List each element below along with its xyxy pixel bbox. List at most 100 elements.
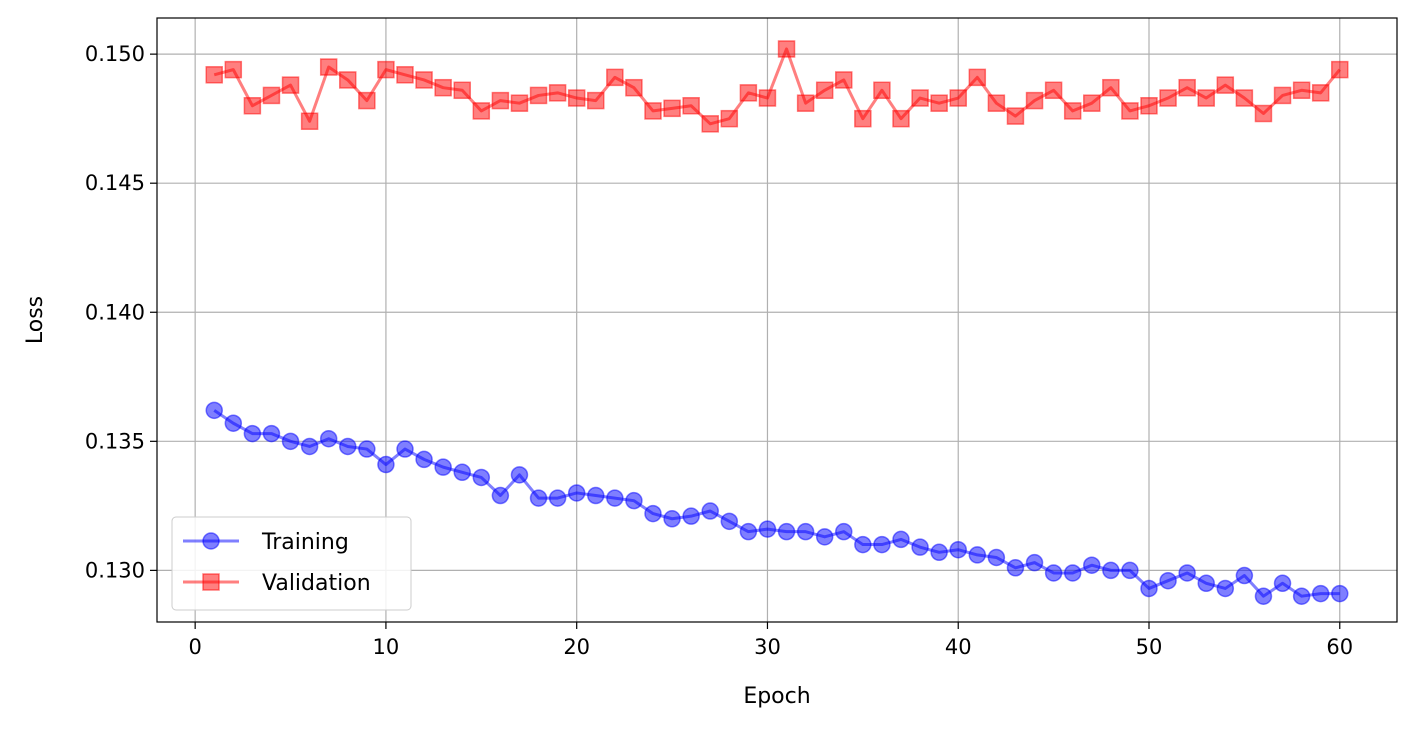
training-point: [358, 440, 376, 458]
validation-point: [720, 109, 739, 128]
y-tick-label: 0.140: [85, 300, 145, 324]
training-point: [949, 540, 967, 559]
training-series: [205, 401, 1349, 605]
validation-point: [987, 94, 1006, 112]
validation-point: [1121, 102, 1139, 120]
y-tick-label: 0.145: [85, 171, 145, 195]
training-point: [720, 512, 739, 531]
training-point: [1197, 574, 1215, 593]
training-point: [854, 535, 872, 554]
validation-point: [892, 109, 910, 128]
validation-point: [377, 60, 395, 79]
x-tick-label: 20: [563, 635, 590, 659]
validation-point: [548, 84, 567, 102]
training-point: [1044, 564, 1063, 582]
training-point: [625, 491, 643, 510]
training-point: [873, 535, 891, 554]
validation-point: [739, 84, 758, 102]
training-point: [1292, 587, 1311, 605]
legend-label-validation: Validation: [262, 571, 371, 596]
validation-point: [1273, 86, 1292, 105]
validation-point: [815, 81, 834, 100]
training-point: [567, 484, 586, 502]
validation-point: [300, 112, 319, 130]
grid-lines: [157, 18, 1397, 622]
y-axis-title: Loss: [23, 296, 48, 344]
training-point: [472, 468, 491, 487]
training-point: [1025, 553, 1044, 572]
validation-point: [1178, 78, 1196, 97]
validation-point: [1006, 107, 1025, 125]
training-point: [1121, 561, 1139, 580]
validation-point: [1025, 91, 1044, 110]
training-point: [1178, 564, 1196, 582]
training-point: [510, 466, 529, 484]
validation-point: [453, 81, 471, 100]
validation-point: [1197, 89, 1215, 107]
training-point: [1331, 584, 1349, 603]
validation-point: [663, 99, 681, 118]
legend-validation-marker: [202, 573, 220, 591]
validation-point: [1311, 84, 1330, 102]
validation-point: [1140, 97, 1158, 115]
training-point: [1063, 564, 1082, 582]
x-tick-label: 10: [373, 635, 400, 659]
legend-label-training: Training: [261, 530, 349, 555]
validation-point: [701, 115, 719, 133]
training-point: [1254, 587, 1273, 605]
training-point: [587, 486, 605, 505]
validation-point: [262, 86, 281, 105]
x-tick-label: 60: [1326, 635, 1353, 659]
validation-point: [319, 58, 338, 76]
validation-point: [224, 60, 243, 79]
validation-point: [529, 86, 548, 105]
training-point: [930, 543, 948, 562]
training-point: [377, 455, 395, 474]
x-tick-label: 50: [1136, 635, 1163, 659]
training-point: [1006, 559, 1025, 577]
training-point: [1311, 584, 1330, 603]
validation-point: [510, 94, 529, 112]
validation-point: [1292, 81, 1311, 100]
training-point: [1083, 556, 1101, 574]
training-point: [644, 504, 662, 523]
training-point: [319, 429, 338, 448]
x-axis-title: Epoch: [743, 684, 810, 709]
training-point: [434, 458, 452, 476]
validation-point: [567, 89, 586, 107]
validation-point: [1216, 76, 1235, 94]
validation-point: [281, 76, 300, 94]
validation-point: [606, 68, 624, 87]
training-point: [262, 424, 281, 443]
training-point: [1273, 574, 1292, 593]
validation-point: [491, 91, 510, 110]
training-point: [1140, 579, 1158, 598]
validation-point: [243, 97, 262, 115]
validation-point: [1063, 102, 1082, 120]
validation-point: [777, 40, 796, 58]
validation-point: [854, 109, 872, 128]
training-point: [224, 414, 243, 432]
validation-point: [339, 71, 357, 89]
training-point: [606, 489, 624, 507]
validation-point: [911, 89, 929, 107]
training-point: [739, 522, 758, 541]
validation-point: [835, 71, 853, 89]
validation-point: [968, 68, 987, 87]
x-tick-label: 40: [945, 635, 972, 659]
validation-point: [434, 78, 452, 97]
training-point: [682, 507, 700, 525]
training-point: [396, 440, 414, 458]
training-point: [1102, 561, 1120, 580]
validation-point: [1331, 60, 1349, 79]
validation-point: [930, 94, 948, 112]
validation-point: [1159, 89, 1177, 107]
validation-point: [873, 81, 891, 100]
x-tick-label: 30: [754, 635, 781, 659]
validation-point: [358, 91, 376, 110]
training-point: [777, 522, 796, 541]
training-point: [815, 528, 834, 546]
training-point: [548, 489, 567, 507]
training-point: [796, 522, 815, 541]
validation-point: [949, 89, 967, 107]
